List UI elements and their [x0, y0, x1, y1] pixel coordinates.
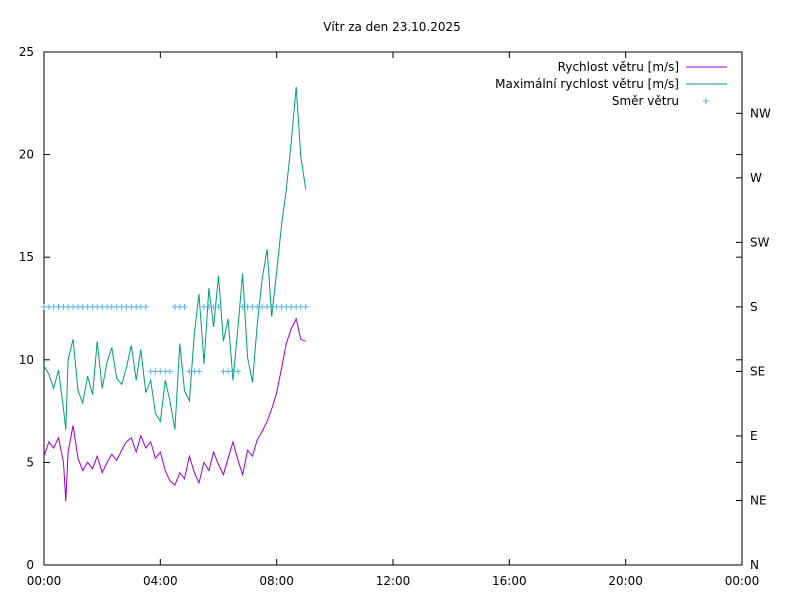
direction-points	[41, 303, 309, 375]
x-tick-label: 00:00	[725, 574, 760, 588]
legend-label: Rychlost větru [m/s]	[558, 60, 679, 74]
x-tick-label: 08:00	[259, 574, 294, 588]
legend-label: Směr větru	[612, 94, 679, 108]
x-tick-label: 12:00	[376, 574, 411, 588]
series-layer	[41, 86, 309, 502]
x-tick-label: 00:00	[27, 574, 62, 588]
legend-label: Maximální rychlost větru [m/s]	[495, 77, 679, 91]
direction-point	[215, 303, 222, 310]
y2-tick-label: NE	[750, 493, 767, 507]
series-line-1	[43, 86, 307, 430]
y2-tick-label: E	[750, 429, 758, 443]
direction-point	[234, 368, 241, 375]
y-tick-label: 10	[19, 353, 34, 367]
y-tick-label: 20	[19, 148, 34, 162]
y2-tick-label: SE	[750, 364, 765, 378]
y2-tick-label: SW	[750, 235, 770, 249]
y2-tick-label: N	[750, 558, 759, 572]
direction-point	[181, 303, 188, 310]
y2-tick-label: W	[750, 171, 762, 185]
y-tick-label: 0	[26, 558, 34, 572]
direction-point	[196, 368, 203, 375]
x-tick-label: 16:00	[492, 574, 527, 588]
legend: Rychlost větru [m/s] Maximální rychlost v…	[495, 60, 727, 108]
y-tick-label: 5	[26, 455, 34, 469]
plot-axes: 0 5 10 15 20 25 00:00 04:00 08:00 12:00 16:00 20:00…	[19, 45, 771, 588]
chart-title: Vítr za den 23.10.2025	[323, 20, 461, 34]
direction-point	[302, 303, 309, 310]
y2-tick-label: S	[750, 300, 758, 314]
direction-point	[142, 303, 149, 310]
direction-point	[166, 368, 173, 375]
x-tick-label: 04:00	[143, 574, 178, 588]
y-tick-label: 15	[19, 250, 34, 264]
legend-swatch-point	[703, 98, 709, 104]
plot-frame	[43, 51, 743, 566]
series-line-0	[43, 317, 306, 502]
y-tick-label: 25	[19, 45, 34, 59]
y2-tick-label: NW	[750, 106, 771, 120]
x-tick-label: 20:00	[608, 574, 643, 588]
